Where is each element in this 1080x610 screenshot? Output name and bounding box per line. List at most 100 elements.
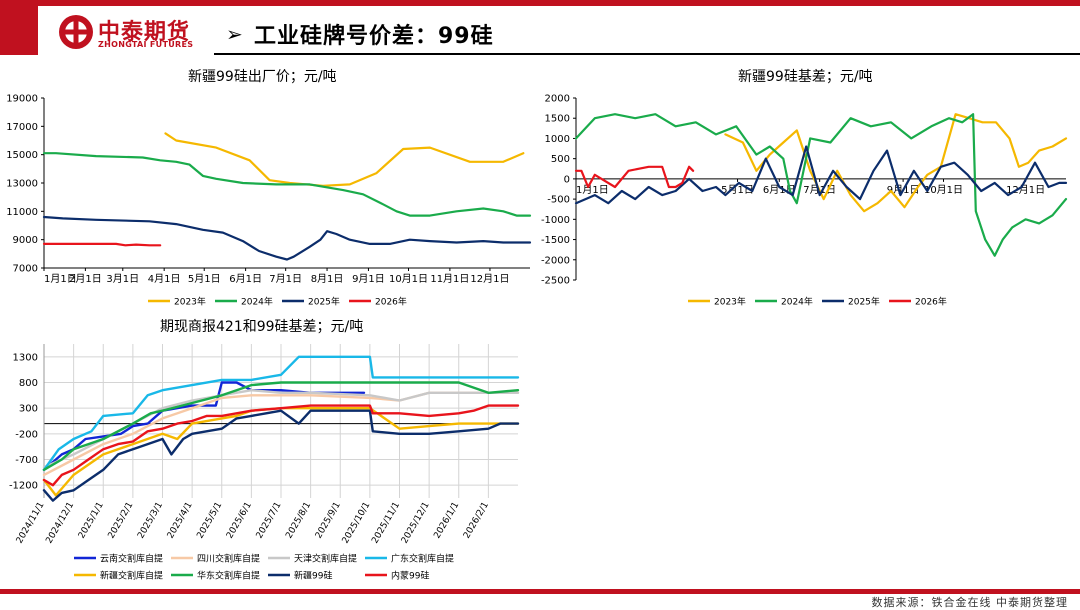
series-line-2025年: [42, 215, 532, 261]
chart-delivery-basis: 1300 800 300 -200 -700 -1200 2024/11/12024/12/…: [9, 344, 520, 582]
y-tick-label: 1300: [13, 352, 38, 363]
x-tick-label: 2024/11/1: [15, 501, 47, 546]
legend-label: 2026年: [375, 296, 407, 308]
chart-price: 19000 17000 15000 13000 11000 9000 7000 1月1日2月1…: [6, 94, 532, 308]
y-tick-label: 17000: [6, 122, 38, 133]
x-tick-label: 2025/9/1: [314, 501, 343, 541]
x-tick-label: 8月1日: [311, 273, 344, 285]
x-tick-label: 2026/1/1: [432, 501, 461, 541]
chart-basis: 2000 1500 1000 500 0 -500 -1000 -1500 -2000 -2500…: [541, 94, 1068, 308]
series-line-新疆99硅: [42, 409, 520, 502]
y-tick-label: -2000: [541, 255, 570, 266]
series-line-内蒙99硅: [42, 404, 520, 487]
y-tick-label: 13000: [6, 179, 38, 190]
logo-text-cn: 中泰期货: [98, 20, 191, 45]
chart1-title: 新疆99硅出厂价；元/吨: [188, 69, 337, 85]
series-line-2026年: [42, 242, 162, 247]
x-tick-label: 1月1日: [576, 184, 609, 196]
left-accent-block: [0, 0, 38, 55]
header-divider: [214, 53, 1080, 55]
y-tick-label: 7000: [13, 264, 38, 275]
logo-mark-icon: [59, 15, 93, 49]
logo-text-en: ZHONGTAI FUTURES: [98, 40, 194, 49]
y-tick-label: 9000: [13, 235, 38, 246]
page-title: 工业硅牌号价差：99硅: [254, 24, 494, 49]
legend-label: 2024年: [781, 296, 813, 308]
y-tick-label: 1500: [545, 114, 570, 125]
y-tick-label: -1200: [9, 481, 38, 492]
legend-label: 广东交割库自提: [391, 553, 454, 565]
y-tick-label: -500: [547, 195, 570, 206]
x-tick-label: 5月1日: [188, 273, 221, 285]
series-line-2026年: [574, 165, 695, 189]
x-tick-label: 2月1日: [69, 273, 102, 285]
legend-label: 新疆交割库自提: [100, 570, 163, 582]
x-tick-label: 12月1日: [470, 273, 509, 285]
y-tick-label: -1500: [541, 235, 570, 246]
legend-label: 2023年: [714, 296, 746, 308]
x-tick-label: 7月1日: [269, 273, 302, 285]
legend-label: 2025年: [848, 296, 880, 308]
x-tick-label: 2025/12/1: [400, 501, 432, 546]
y-tick-label: 300: [19, 404, 38, 415]
x-tick-label: 2025/2/1: [107, 501, 136, 541]
y-tick-label: 0: [564, 174, 570, 185]
series-line-2025年: [574, 145, 1068, 205]
y-tick-label: -1000: [541, 215, 570, 226]
series-line-华东交割库自提: [42, 381, 520, 471]
x-tick-label: 2025/11/1: [370, 501, 402, 546]
x-tick-label: 10月1日: [924, 184, 963, 196]
legend-label: 内蒙99硅: [391, 570, 429, 582]
x-tick-label: 2025/3/1: [136, 501, 165, 541]
y-tick-label: 500: [551, 154, 570, 165]
data-source-note: 数据来源：铁合金在线 中泰期货整理: [871, 596, 1068, 609]
series-line-2024年: [42, 152, 532, 217]
y-tick-label: 15000: [6, 150, 38, 161]
chart3-title: 期现商报421和99硅基差；元/吨: [160, 319, 364, 335]
y-tick-label: -700: [15, 455, 38, 466]
legend-label: 2025年: [308, 296, 340, 308]
x-tick-label: 2025/5/1: [195, 501, 224, 541]
y-tick-label: -200: [15, 429, 38, 440]
x-tick-label: 6月1日: [229, 273, 262, 285]
y-tick-label: 11000: [6, 207, 38, 218]
x-tick-label: 2025/1/1: [77, 501, 106, 541]
x-tick-label: 1月1日: [44, 273, 77, 285]
x-tick-label: 2025/8/1: [284, 501, 313, 541]
legend-label: 2026年: [915, 296, 947, 308]
x-tick-label: 2024/12/1: [44, 501, 76, 546]
legend-label: 2024年: [241, 296, 273, 308]
x-tick-label: 4月1日: [148, 273, 181, 285]
bullet-arrow-icon: ➢: [226, 22, 243, 46]
x-tick-label: 2026/2/1: [462, 501, 491, 541]
legend-label: 2023年: [174, 296, 206, 308]
series-line-2023年: [164, 132, 525, 187]
legend-label: 天津交割库自提: [294, 553, 357, 565]
x-tick-label: 2025/10/1: [341, 501, 373, 546]
x-tick-label: 2025/6/1: [225, 501, 254, 541]
y-tick-label: -2500: [541, 276, 570, 287]
series-line-新疆交割库自提: [42, 407, 520, 497]
series-line-2024年: [574, 113, 1068, 257]
y-tick-label: 19000: [6, 94, 38, 105]
legend-label: 华东交割库自提: [197, 570, 260, 582]
legend-label: 新疆99硅: [294, 570, 332, 582]
footer-accent-bar: [0, 589, 1080, 594]
y-tick-label: 800: [19, 378, 38, 389]
x-tick-label: 11月1日: [430, 273, 469, 285]
top-accent-bar: [0, 0, 1080, 6]
y-tick-label: 1000: [545, 134, 570, 145]
y-tick-label: 2000: [545, 94, 570, 105]
x-tick-label: 2025/4/1: [166, 501, 195, 541]
x-tick-label: 3月1日: [106, 273, 139, 285]
x-tick-label: 2025/7/1: [255, 501, 284, 541]
x-tick-label: 12月1日: [1006, 184, 1045, 196]
series-line-广东交割库自提: [42, 355, 520, 471]
x-tick-label: 9月1日: [352, 273, 385, 285]
legend-label: 云南交割库自提: [100, 553, 163, 565]
x-tick-label: 10月1日: [389, 273, 428, 285]
legend-label: 四川交割库自提: [197, 553, 260, 565]
brand-logo: 中泰期货 ZHONGTAI FUTURES: [58, 14, 228, 54]
chart2-title: 新疆99硅基差；元/吨: [738, 69, 873, 85]
series-line-2023年: [724, 113, 1068, 213]
